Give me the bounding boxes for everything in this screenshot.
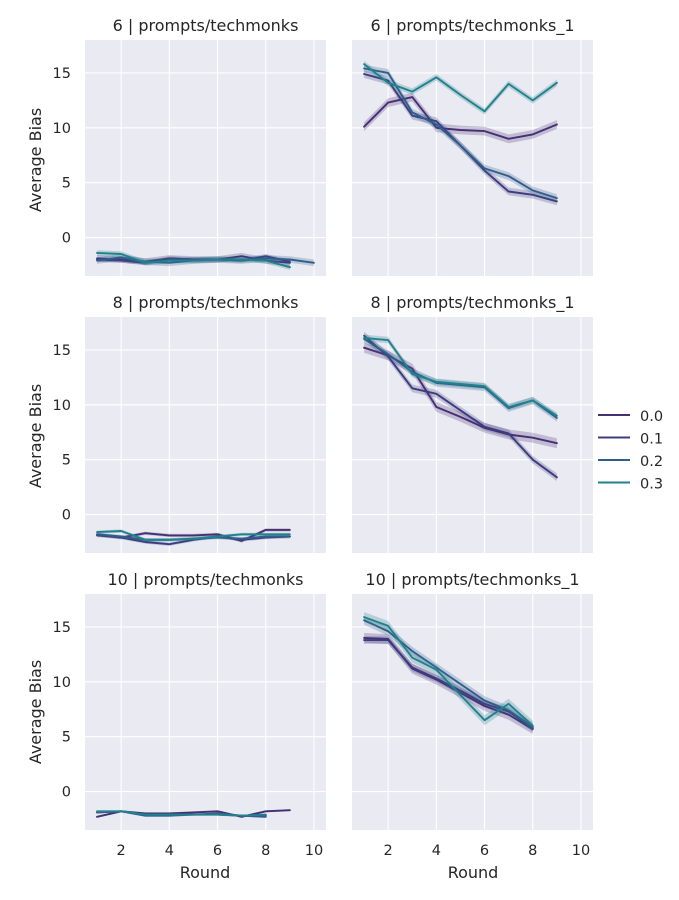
series-line-0.3 [96,251,291,269]
y-axis-label-row-3: Average Bias [26,660,45,764]
panel-4: 8 | prompts/techmonks_1 [352,293,593,553]
legend-label-0.3: 0.3 [640,477,663,493]
series-line-0.3 [363,616,534,727]
panel-title: 6 | prompts/techmonks [113,16,299,35]
x-tick-label: 2 [117,843,126,859]
y-tick-label: 10 [53,675,71,691]
y-tick-label: 5 [62,176,71,192]
panel-title: 8 | prompts/techmonks [113,293,299,312]
y-tick-label: 0 [62,508,71,524]
y-tick-label: 10 [53,398,71,414]
y-tick-label: 5 [62,453,71,469]
legend: 0.0 0.1 0.2 0.3 [598,409,663,493]
series-group [96,809,291,818]
x-tick-label: 4 [432,843,441,859]
x-axis-label-right: Round [448,863,499,882]
confidence-band-0.0 [364,92,557,144]
x-tick-label: 10 [572,843,590,859]
legend-label-0.2: 0.2 [640,454,663,470]
series-group [363,331,558,482]
legend-label-0.0: 0.0 [640,409,663,425]
y-tick-label: 15 [53,343,71,359]
y-tick-label: 5 [62,730,71,746]
series-group [96,250,315,270]
y-tick-label: 0 [62,785,71,801]
x-axis-label-left: Round [180,863,231,882]
y-tick-label: 15 [53,66,71,82]
axis-labels: Average Bias Average Bias Average Bias R… [26,108,498,882]
confidence-band-0.3 [97,529,290,542]
panel-title: 6 | prompts/techmonks_1 [370,16,574,36]
series-group [96,528,291,546]
series-group [363,612,534,734]
plot-area [352,594,593,830]
series-line-0.2 [363,619,534,728]
series-line-0.3 [96,810,267,817]
x-tick-label: 8 [528,843,537,859]
confidence-band-0.1 [364,331,557,482]
plot-area [85,317,326,553]
panel-title: 10 | prompts/techmonks [107,570,303,589]
plot-area [85,594,326,830]
panel-1: 6 | prompts/techmonks 0 5 10 15 [53,16,326,276]
x-tick-label: 10 [305,843,323,859]
x-tick-label: 2 [384,843,393,859]
series-line-0.3 [363,63,558,113]
panel-5: 10 | prompts/techmonks 0 5 10 15 2 4 6 8 10 [53,570,326,859]
confidence-band-0.2 [364,64,557,202]
x-tick-label: 4 [165,843,174,859]
y-tick-label: 10 [53,121,71,137]
series-line-0.1 [96,255,291,264]
legend-label-0.1: 0.1 [640,432,663,448]
y-axis-label-row-1: Average Bias [26,108,45,212]
panel-3: 8 | prompts/techmonks 0 5 10 15 [53,293,326,553]
series-line-0.1 [96,534,291,546]
series-line-0.1 [363,639,534,729]
x-tick-label: 8 [261,843,270,859]
series-line-0.0 [363,96,558,140]
panel-title: 8 | prompts/techmonks_1 [370,293,574,313]
x-tick-label: 6 [213,843,222,859]
y-tick-label: 15 [53,620,71,636]
series-line-0.3 [96,530,291,541]
plot-area [85,40,326,276]
x-tick-label: 6 [480,843,489,859]
y-axis-label-row-2: Average Bias [26,384,45,488]
panel-title: 10 | prompts/techmonks_1 [365,570,579,590]
series-line-0.3 [363,336,558,417]
panel-2: 6 | prompts/techmonks_1 [352,16,593,276]
panel-6: 10 | prompts/techmonks_1 2 4 6 8 10 [352,570,593,859]
series-line-0.1 [363,334,558,479]
y-tick-label: 0 [62,231,71,247]
series-group [363,60,558,206]
